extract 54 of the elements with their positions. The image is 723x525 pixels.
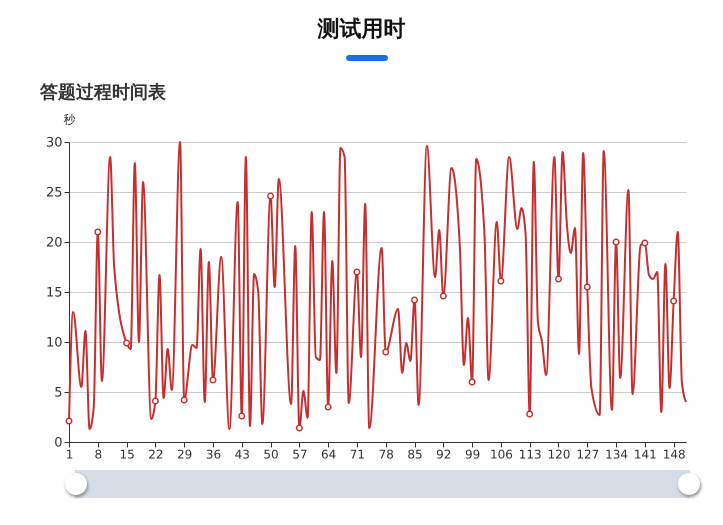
point (66, 418, 72, 424)
point (440, 292, 447, 300)
x-tick-label: 92 (436, 448, 452, 462)
x-tick-label: 15 (119, 448, 135, 462)
x-tick-label: 1 (66, 448, 74, 462)
point (468, 378, 476, 386)
point (555, 276, 562, 282)
x-tick-label: 22 (148, 448, 164, 462)
point (238, 412, 246, 420)
chart-subtitle: 答题过程时间表 (40, 81, 166, 104)
point (641, 240, 648, 246)
x-tick-label: 141 (634, 448, 657, 462)
y-tick-label: 15 (46, 286, 62, 300)
point (180, 396, 188, 404)
y-tick-label: 5 (54, 386, 62, 400)
point (94, 228, 102, 236)
point (353, 268, 360, 276)
x-tick-label: 113 (518, 448, 542, 462)
x-tick-label: 134 (605, 448, 628, 462)
y-tick-label: 25 (46, 186, 62, 200)
x-tick-label: 8 (94, 448, 102, 462)
x-tick-label: 57 (292, 448, 308, 462)
point (267, 192, 274, 200)
y-tick-label: 30 (46, 136, 62, 150)
x-tick-label: 148 (662, 448, 686, 462)
x-tick-label: 127 (576, 448, 600, 462)
point (411, 296, 418, 304)
point (123, 340, 130, 346)
y-tick-label: 0 (54, 436, 62, 450)
point (497, 278, 504, 284)
x-tick-label: 99 (464, 448, 480, 462)
y-tick-label: 10 (46, 336, 62, 350)
point (526, 410, 534, 418)
point (209, 376, 216, 384)
chart-title: 测试用时 (316, 15, 406, 44)
x-tick-label: 43 (234, 448, 250, 462)
point (324, 404, 332, 410)
x-tick-label: 50 (263, 448, 279, 462)
point (296, 424, 303, 432)
y-axis-title: 秒 (64, 112, 76, 126)
point (152, 398, 159, 404)
x-tick-label: 64 (321, 448, 336, 462)
x-tick-label: 29 (177, 448, 192, 462)
point (670, 298, 678, 304)
x-tick-label: 78 (378, 448, 394, 462)
point (584, 284, 591, 290)
x-tick-label: 71 (350, 448, 366, 462)
x-tick-label: 120 (548, 448, 570, 462)
point (382, 348, 390, 356)
point (612, 238, 620, 246)
y-tick-label: 20 (46, 236, 62, 250)
x-tick-label: 106 (490, 448, 513, 462)
x-tick-label: 85 (407, 448, 423, 462)
x-tick-label: 36 (206, 448, 222, 462)
